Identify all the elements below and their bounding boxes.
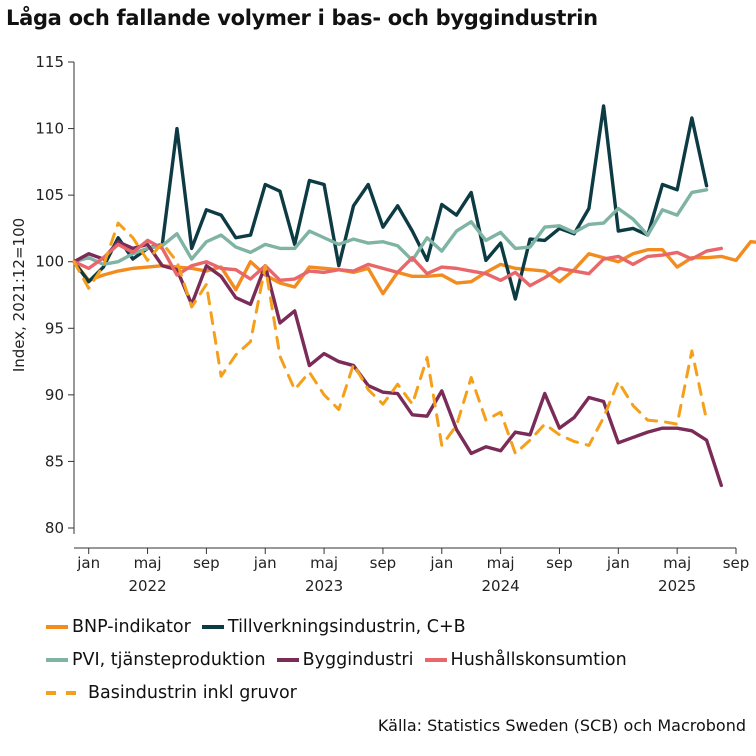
x-year-label: 2022 [128, 577, 166, 595]
x-tick-label: sep [370, 554, 397, 572]
series-line-bygg [72, 240, 723, 488]
y-tick-label: 105 [35, 186, 64, 204]
chart-title: Låga och fallande volymer i bas- och byg… [6, 6, 598, 30]
line-chart-area: 80 85 90 95 100 105 110 115 Index, 2021:12=100 ja… [10, 53, 756, 595]
x-tick-label: maj [310, 554, 338, 572]
x-year-label: 2024 [482, 577, 520, 595]
y-tick-label: 80 [45, 519, 64, 537]
y-tick-label: 85 [45, 452, 64, 470]
legend-label-tillverkning: Tillverkningsindustrin, C+B [227, 617, 466, 637]
x-tick-label: maj [134, 554, 162, 572]
x-tick-label: maj [487, 554, 515, 572]
legend-label-bygg: Byggindustri [302, 650, 414, 670]
source-note: Källa: Statistics Sweden (SCB) och Macro… [377, 716, 746, 735]
x-tick-label: jan [253, 554, 277, 572]
x-year-label: 2023 [305, 577, 343, 595]
legend-item-hushall[interactable]: Hushållskonsumtion [424, 650, 627, 670]
legend-item-bygg[interactable]: Byggindustri [276, 650, 414, 670]
legend-swatch-bnp [46, 625, 68, 629]
y-tick-label: 95 [45, 319, 64, 337]
x-year-label: 2025 [658, 577, 696, 595]
x-tick-label: sep [546, 554, 573, 572]
legend-swatch-bygg [276, 658, 299, 662]
x-tick-label: maj [663, 554, 691, 572]
x-tick-label: sep [723, 554, 750, 572]
y-tick-label: 100 [35, 253, 64, 271]
series-line-hushall [72, 238, 723, 288]
y-tick-label: 90 [45, 386, 64, 404]
legend-swatch-hushall [424, 658, 447, 662]
series-line-basindustri [72, 221, 709, 455]
y-tick-label: 110 [35, 120, 64, 138]
x-tick-label: sep [193, 554, 220, 572]
legend-item-basindustri[interactable]: Basindustrin inkl gruvor [46, 683, 297, 703]
y-axis-title: Index, 2021:12=100 [10, 218, 28, 372]
legend-swatch-tillverkning [201, 625, 224, 629]
series-line-pvi [72, 188, 709, 267]
y-tick-label: 115 [35, 53, 64, 71]
legend-label-pvi: PVI, tjänsteproduktion [72, 650, 266, 670]
legend-swatch-basindustri [46, 691, 84, 695]
x-tick-label: jan [606, 554, 630, 572]
legend-item-pvi[interactable]: PVI, tjänsteproduktion [46, 650, 266, 670]
series-line-bnp [72, 240, 756, 296]
legend-label-bnp: BNP-indikator [72, 617, 191, 637]
legend-item-bnp[interactable]: BNP-indikator [46, 617, 191, 637]
legend-item-tillverkning[interactable]: Tillverkningsindustrin, C+B [201, 617, 466, 637]
x-tick-label: jan [429, 554, 453, 572]
legend-label-basindustri: Basindustrin inkl gruvor [88, 683, 297, 703]
x-tick-label: jan [76, 554, 100, 572]
legend-swatch-pvi [46, 658, 68, 662]
series-line-tillverkning [72, 104, 709, 301]
legend-label-hushall: Hushållskonsumtion [450, 650, 627, 670]
